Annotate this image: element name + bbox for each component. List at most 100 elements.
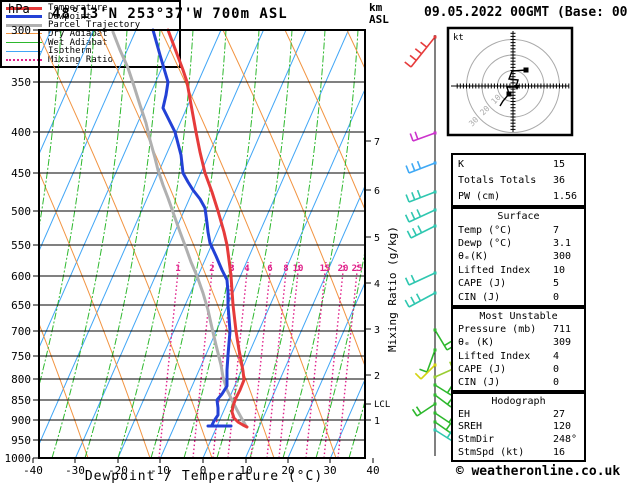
panel-row-label: StmSpd (kt) bbox=[458, 447, 525, 459]
panel-row: SREH 120 bbox=[453, 421, 584, 432]
pressure-tick-label: 800 bbox=[11, 373, 31, 386]
panel-section-most-unstable: Most Unstable Pressure (mb) 711 θₑ (K) 309 Li… bbox=[451, 307, 586, 392]
pressure-tick-label: 750 bbox=[11, 350, 31, 363]
legend-line-sample bbox=[6, 58, 42, 61]
plot-frame bbox=[38, 29, 366, 459]
panel-row-value: 10 bbox=[553, 264, 566, 276]
wet-adiabat-line bbox=[117, 30, 194, 458]
panel-row-value: 4 bbox=[553, 350, 560, 362]
dry-adiabat-line bbox=[222, 30, 365, 368]
legend-item-dewpoint: Dewpoint bbox=[6, 11, 177, 22]
pressure-tick-label: 400 bbox=[11, 126, 31, 139]
panel-row-value: 0 bbox=[553, 363, 560, 375]
mixing-ratio-value-label: 10 bbox=[293, 264, 304, 274]
wet-adiabat-line bbox=[282, 30, 359, 458]
panel-row: CIN (J) 0 bbox=[453, 377, 584, 388]
panel-row: StmSpd (kt) 16 bbox=[453, 447, 584, 458]
legend-line-sample bbox=[6, 33, 42, 35]
temperature-tick-label: 40 bbox=[366, 464, 379, 477]
wind-barb bbox=[406, 224, 437, 239]
altitude-unit-label: km ASL bbox=[369, 1, 389, 26]
panel-row: CAPE (J) 5 bbox=[453, 278, 584, 289]
panel-row: θₑ (K) 309 bbox=[453, 337, 584, 348]
legend-item-label: Dry Adiabat bbox=[48, 28, 108, 39]
legend-item-label: Isotherm bbox=[48, 46, 92, 57]
wind-barb bbox=[404, 271, 437, 286]
panel-row-value: 300 bbox=[553, 251, 572, 263]
legend-line-sample bbox=[6, 6, 42, 10]
panel-row-label: StmDir bbox=[458, 434, 495, 446]
panel-section-surface: Surface Temp (°C) 7 Dewp (°C) 3.1 θₑ(K) 300 Lif… bbox=[451, 207, 586, 307]
legend-item-label: Mixing Ratio bbox=[48, 54, 114, 65]
mixing-ratio-value-label: 3 bbox=[229, 264, 234, 274]
wet-adiabat-line bbox=[183, 30, 260, 458]
temperature-curve bbox=[166, 28, 249, 429]
wind-barb bbox=[414, 363, 437, 380]
panel-row: Dewp (°C) 3.1 bbox=[453, 238, 584, 249]
panel-row: CAPE (J) 0 bbox=[453, 364, 584, 375]
legend-item-label: Dewpoint bbox=[48, 11, 92, 22]
panel-section-header: Hodograph bbox=[491, 395, 546, 407]
legend-line-sample bbox=[6, 23, 42, 27]
isotherm-line bbox=[202, 87, 365, 458]
panel-row-value: 0 bbox=[553, 291, 560, 303]
pressure-tick-label: 300 bbox=[11, 24, 31, 37]
panel-row-label: Temp (°C) bbox=[458, 224, 513, 236]
panel-row-label: θₑ(K) bbox=[458, 251, 489, 263]
pressure-tick-label: 450 bbox=[11, 167, 31, 180]
panel-row-label: Dewp (°C) bbox=[458, 238, 513, 250]
wet-adiabat-line bbox=[84, 30, 161, 458]
legend-item-label: Wet Adiabat bbox=[48, 37, 108, 48]
legend-line-sample bbox=[6, 42, 42, 44]
valid-datetime-label: 09.05.2022 00GMT (Base: 00) bbox=[424, 5, 629, 20]
panel-row-value: 248° bbox=[553, 434, 578, 446]
wind-barb bbox=[405, 189, 437, 203]
mixing-ratio-value-label: 15 bbox=[320, 264, 331, 274]
panel-row: θₑ(K) 300 bbox=[453, 251, 584, 262]
km-tick-label: 5 bbox=[374, 233, 380, 244]
panel-row-value: 309 bbox=[553, 337, 572, 349]
panel-row-value: 5 bbox=[553, 278, 560, 290]
panel-section-header: Most Unstable bbox=[479, 311, 558, 323]
pressure-tick-label: 550 bbox=[11, 239, 31, 252]
isotherm-line bbox=[160, 30, 349, 458]
dry-adiabat-line bbox=[98, 30, 275, 458]
isotherm-line bbox=[245, 184, 365, 458]
mixing-ratio-line bbox=[212, 261, 234, 458]
panel-row-value: 27 bbox=[553, 408, 566, 420]
panel-row-label: CIN (J) bbox=[458, 376, 501, 388]
pressure-tick-label: 1000 bbox=[5, 452, 32, 465]
isotherm-line bbox=[39, 30, 137, 253]
panel-row: Lifted Index 4 bbox=[453, 351, 584, 362]
isotherm-line bbox=[75, 30, 264, 458]
panel-row-label: SREH bbox=[458, 421, 483, 433]
pressure-tick-label: 350 bbox=[11, 76, 31, 89]
page-title: 48°13'N 253°37'W 700m ASL bbox=[52, 6, 288, 22]
legend-line-sample bbox=[6, 15, 42, 19]
wet-adiabat-line bbox=[150, 30, 227, 458]
dry-adiabat-line bbox=[39, 33, 213, 458]
wet-adiabat-line bbox=[249, 30, 326, 458]
panel-row-label: CAPE (J) bbox=[458, 278, 507, 290]
panel-row: K 15 bbox=[453, 159, 584, 170]
mixing-ratio-value-label: 20 bbox=[338, 264, 349, 274]
mixing-ratio-value-label: 8 bbox=[283, 264, 288, 274]
legend-item-label: Temperature bbox=[48, 3, 108, 13]
legend-item-dry-adiabat: Dry Adiabat bbox=[6, 28, 177, 39]
mixing-ratio-line bbox=[323, 261, 345, 458]
panel-row: EH 27 bbox=[453, 409, 584, 420]
temperature-tick-label: -30 bbox=[65, 464, 85, 477]
panel-row: Totals Totals 36 bbox=[453, 175, 584, 186]
panel-row-value: 0 bbox=[553, 376, 560, 388]
panel-section-indices: K 15 Totals Totals 36 PW (cm) 1.56 bbox=[451, 153, 586, 207]
temperature-tick-label: 30 bbox=[323, 464, 336, 477]
isotherm-line bbox=[39, 30, 94, 156]
pressure-tick-label: 650 bbox=[11, 299, 31, 312]
mixing-ratio-value-label: 1 bbox=[175, 264, 180, 274]
mixing-ratio-line bbox=[305, 261, 327, 458]
wind-barb bbox=[404, 208, 437, 223]
mixing-ratio-line bbox=[266, 261, 288, 458]
pressure-tick-label: 700 bbox=[11, 325, 31, 338]
panel-row: Temp (°C) 7 bbox=[453, 225, 584, 236]
